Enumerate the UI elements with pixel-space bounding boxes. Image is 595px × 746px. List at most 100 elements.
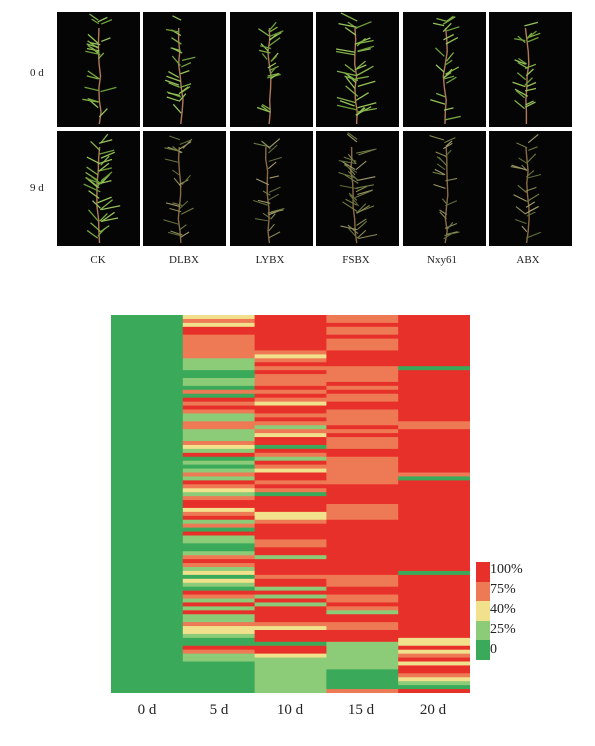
heatmap-cell-20d-65 [398,570,470,576]
heatmap-cell-20d-52 [398,519,470,525]
heatmap-cell-10d-43 [254,484,327,489]
col-label-ck: CK [90,254,106,266]
heatmap-cell-20d-1 [398,318,470,324]
legend-swatch-0 [476,640,490,660]
heatmap-cell-10d-44 [254,488,327,493]
heatmap-cell-20d-18 [398,385,470,391]
heatmap-cell-15d-8 [326,346,399,351]
heatmap-cell-10d-73 [254,602,327,607]
heatmap-cell-10d-74 [254,606,327,611]
heatmap-cell-5d-87 [182,657,256,662]
heatmap-cell-5d-94 [182,685,256,690]
row-label-9d: 9 d [30,182,44,194]
row-label-0d: 0 d [30,67,44,79]
heatmap-cell-15d-17 [326,381,399,387]
heatmap-cell-15d-15 [326,374,399,379]
heatmap-cell-5d-47 [182,500,256,505]
heatmap-cell-5d-19 [182,389,256,395]
heatmap-cell-5d-21 [182,397,256,403]
heatmap-cell-5d-36 [182,456,256,462]
heatmap-cell-10d-7 [254,342,327,347]
heatmap-x-label-15d: 15 d [347,702,375,718]
heatmap-cell-20d-75 [398,610,470,615]
heatmap-cell-10d-95 [254,689,327,693]
heatmap-cell-15d-77 [326,618,399,623]
heatmap-cell-20d-44 [398,488,470,493]
heatmap-cell-20d-9 [398,350,470,355]
heatmap-cell-5d-75 [182,610,256,615]
heatmap-cell-15d-54 [326,527,399,532]
heatmap-cell-10d-21 [254,397,327,403]
heatmap-cell-5d-64 [182,567,256,572]
legend-label-25: 25% [490,622,516,637]
heatmap-cell-20d-24 [398,409,470,414]
heatmap-cell-5d-31 [182,437,256,442]
heatmap-cell-5d-7 [182,342,256,347]
heatmap-cell-20d-21 [398,397,470,403]
heatmap-cell-10d-22 [254,401,327,406]
heatmap-cell-15d-40 [326,472,399,477]
photo-nxy61-0d [402,12,486,127]
heatmap-cell-5d-41 [182,476,256,481]
heatmap-cell-10d-53 [254,523,327,529]
heatmap-cell-10d-55 [254,531,327,536]
heatmap-cell-20d-48 [398,504,470,509]
heatmap-cell-5d-88 [182,661,256,666]
heatmap-cell-20d-30 [398,433,470,438]
heatmap-cell-10d-6 [254,338,327,343]
photo-dlbx-0d [143,12,227,127]
heatmap-cell-10d-9 [254,350,327,355]
heatmap-cell-15d-35 [326,452,399,458]
heatmap-cell-15d-43 [326,484,399,489]
heatmap-cell-5d-17 [182,381,256,387]
heatmap-cell-20d-17 [398,381,470,387]
legend-swatch-25 [476,620,490,641]
heatmap-cell-5d-82 [182,637,256,643]
heatmap-cell-20d-85 [398,649,470,655]
legend-swatch-75 [476,581,490,602]
plant-photo-grid [57,12,572,246]
heatmap-cell-20d-37 [398,460,470,466]
heatmap-cell-5d-76 [182,614,256,619]
heatmap-cell-10d-36 [254,456,327,462]
heatmap-cell-10d-90 [254,669,327,674]
heatmap [111,315,470,693]
heatmap-cell-20d-27 [398,421,470,426]
heatmap-cell-5d-89 [182,665,256,670]
photo-abx-0d [489,12,572,127]
heatmap-cell-5d-14 [182,370,256,375]
heatmap-cell-5d-49 [182,507,256,513]
heatmap-cell-15d-42 [326,480,399,485]
heatmap-cell-5d-33 [182,444,256,450]
heatmap-cell-10d-25 [254,413,327,418]
heatmap-cell-20d-41 [398,476,470,481]
heatmap-cell-10d-71 [254,594,327,599]
heatmap-cell-20d-49 [398,507,470,513]
heatmap-cell-15d-32 [326,441,399,446]
heatmap-cell-15d-55 [326,531,399,536]
heatmap-cell-10d-12 [254,362,327,367]
heatmap-cell-5d-44 [182,488,256,493]
heatmap-cell-10d-52 [254,519,327,525]
heatmap-cell-5d-60 [182,551,256,556]
heatmap-cell-10d-85 [254,649,327,655]
heatmap-cell-20d-64 [398,567,470,572]
heatmap-cell-15d-82 [326,637,399,643]
heatmap-cell-15d-68 [326,582,399,588]
heatmap-cell-10d-13 [254,366,327,371]
heatmap-cell-20d-46 [398,496,470,501]
heatmap-cell-5d-29 [182,429,256,434]
heatmap-cell-20d-7 [398,342,470,347]
heatmap-cell-20d-32 [398,441,470,446]
heatmap-cell-15d-23 [326,405,399,410]
heatmap-cell-10d-87 [254,657,327,662]
heatmap-cell-10d-1 [254,318,327,324]
heatmap-cell-20d-45 [398,492,470,497]
heatmap-cell-5d-84 [182,645,256,651]
heatmap-cell-20d-12 [398,362,470,367]
heatmap-cell-5d-28 [182,425,256,430]
heatmap-cell-10d-89 [254,665,327,670]
heatmap-cell-5d-86 [182,653,256,658]
heatmap-cell-20d-72 [398,598,470,603]
heatmap-cell-20d-61 [398,555,470,560]
